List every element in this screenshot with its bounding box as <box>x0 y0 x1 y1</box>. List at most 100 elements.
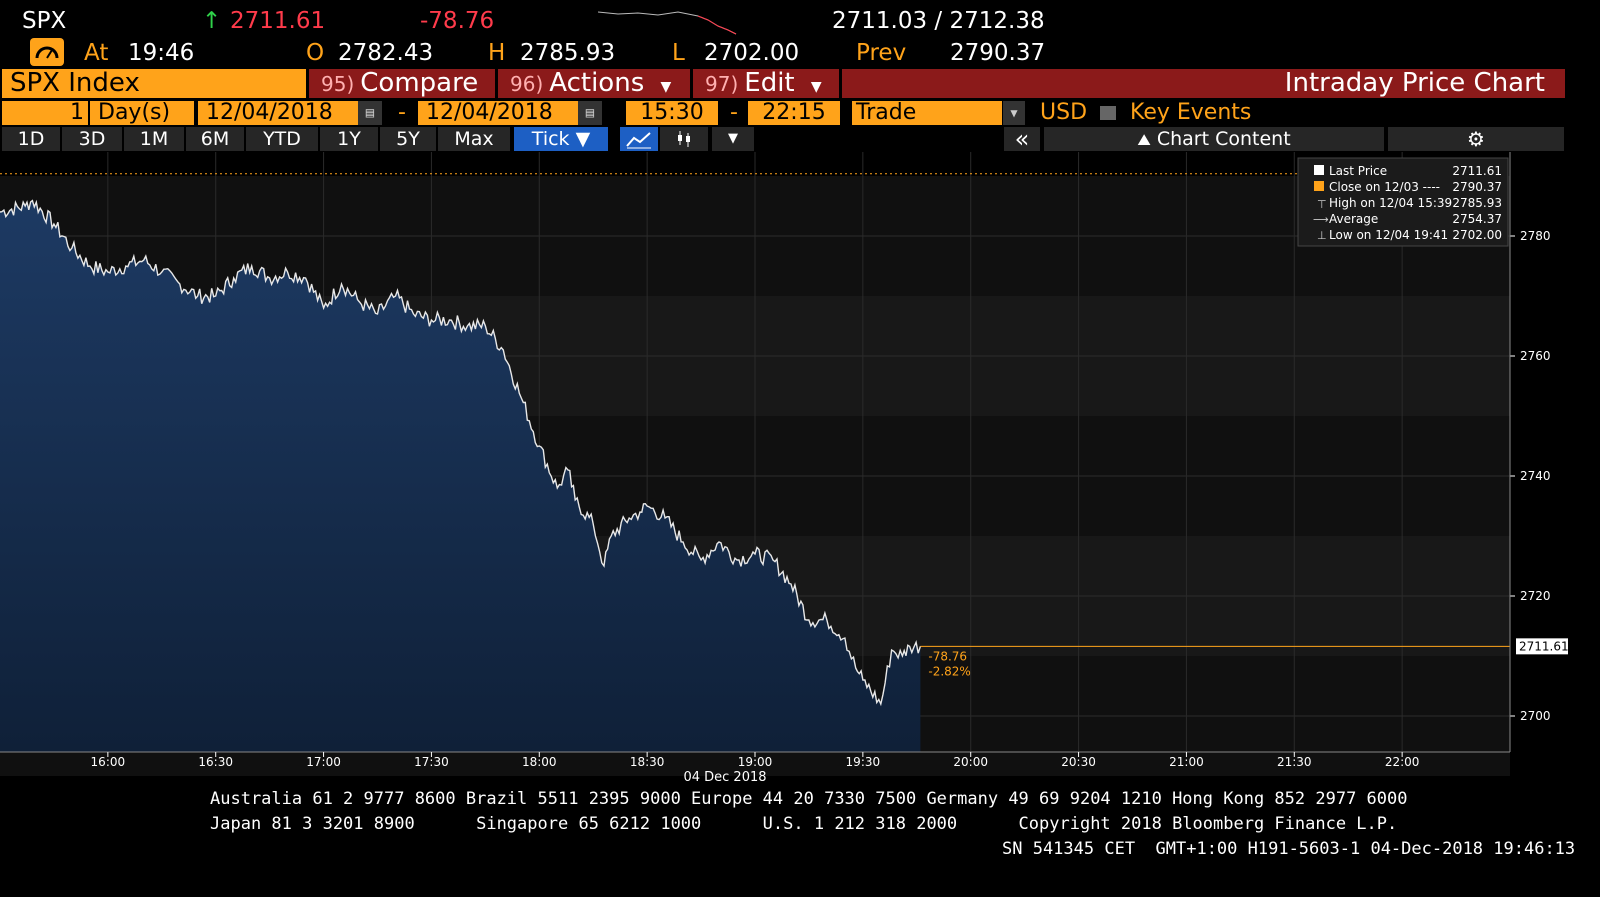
x-tick-label: 21:30 <box>1277 755 1312 769</box>
y-axis: 2700 2720 2740 2760 2780 <box>1509 152 1551 752</box>
low-value: 2702.00 <box>704 40 800 66</box>
legend-label-high: High on 12/04 15:39 <box>1329 196 1452 210</box>
prev-value: 2790.37 <box>950 40 1046 66</box>
key-events-checkbox[interactable] <box>1100 106 1116 120</box>
actions-dropdown-icon: ▼ <box>660 79 672 95</box>
tab-3d[interactable]: 3D <box>62 127 122 151</box>
tab-6m[interactable]: 6M <box>186 127 244 151</box>
key-events-label[interactable]: Key Events <box>1130 100 1252 125</box>
y-tick-label: 2720 <box>1520 589 1551 603</box>
tab-1d[interactable]: 1D <box>2 127 60 151</box>
legend-label-last: Last Price <box>1329 164 1387 178</box>
days-label: Day(s) <box>90 101 194 125</box>
last-price: 2711.61 <box>230 8 326 34</box>
legend-label-average: Average <box>1329 212 1378 226</box>
chart-content-button[interactable]: ⛰ Chart Content <box>1044 127 1384 151</box>
legend-value-high: 2785.93 <box>1452 196 1502 210</box>
chart-type-dropdown-icon[interactable]: ▼ <box>712 127 754 151</box>
high-value: 2785.93 <box>520 40 616 66</box>
legend: ⊤ ⟶ ⊥ Last Price 2711.61 Close on 12/03 … <box>1297 157 1509 247</box>
speedometer-icon[interactable] <box>30 38 64 66</box>
mode-dropdown-icon[interactable]: ▼ <box>1003 101 1025 125</box>
end-time-field[interactable]: 22:15 <box>748 101 840 125</box>
low-label: L <box>672 40 685 66</box>
quote-time: 19:46 <box>128 40 195 66</box>
y-tick-label: 2740 <box>1520 469 1551 483</box>
settings-gear-icon[interactable]: ⚙ <box>1388 127 1564 151</box>
tab-5y[interactable]: 5Y <box>380 127 436 151</box>
at-label: At <box>84 40 109 66</box>
chart-content-icon: ⛰ <box>1137 130 1151 149</box>
y-tick-label: 2760 <box>1520 349 1551 363</box>
end-date-field[interactable]: 12/04/2018 <box>418 101 578 125</box>
compare-number: 95) <box>321 72 355 96</box>
legend-high-icon: ⊤ <box>1317 198 1327 211</box>
y-tick-label: 2700 <box>1520 709 1551 723</box>
x-tick-label: 20:30 <box>1061 755 1096 769</box>
actions-button[interactable]: 96) Actions ▼ <box>498 69 690 98</box>
mode-select[interactable]: Trade <box>852 101 1002 125</box>
high-label: H <box>488 40 506 66</box>
legend-value-low: 2702.00 <box>1452 228 1502 242</box>
tick-dropdown[interactable]: Tick ▼ <box>514 127 608 151</box>
x-tick-label: 17:00 <box>306 755 341 769</box>
x-date-label: 04 Dec 2018 <box>683 770 766 784</box>
last-price-tag: 2711.61 <box>1516 638 1568 655</box>
end-calendar-icon[interactable]: ▤ <box>578 101 602 125</box>
actions-label: Actions <box>549 68 645 98</box>
x-tick-label: 18:30 <box>630 755 665 769</box>
legend-value-close: 2790.37 <box>1452 180 1502 194</box>
legend-swatch-close <box>1314 181 1324 191</box>
compare-label: Compare <box>360 68 479 98</box>
x-tick-label: 17:30 <box>414 755 449 769</box>
legend-average-icon: ⟶ <box>1313 213 1329 226</box>
x-tick-label: 19:30 <box>846 755 881 769</box>
sparkline-icon <box>598 11 737 35</box>
x-axis: 16:00 16:30 17:00 17:30 18:00 18:30 19:00 19:30… <box>0 751 1510 769</box>
edit-button[interactable]: 97) Edit ▼ <box>693 69 839 98</box>
up-arrow-icon: ↑ <box>202 8 222 34</box>
start-time-field[interactable]: 15:30 <box>626 101 718 125</box>
legend-low-icon: ⊥ <box>1317 229 1327 242</box>
chart-content-label: Chart Content <box>1156 128 1291 150</box>
start-calendar-icon[interactable]: ▤ <box>358 101 382 125</box>
footer-contacts-2: Japan 81 3 3201 8900 Singapore 65 6212 1… <box>210 814 1398 834</box>
price-line <box>0 199 922 707</box>
edit-number: 97) <box>705 72 739 96</box>
time-range-dash: - <box>730 100 738 125</box>
legend-value-average: 2754.37 <box>1452 212 1502 226</box>
tab-max[interactable]: Max <box>438 127 510 151</box>
tab-1m[interactable]: 1M <box>124 127 184 151</box>
currency-label[interactable]: USD <box>1040 100 1088 125</box>
x-tick-label: 21:00 <box>1169 755 1204 769</box>
pct-annotation: -2.82% <box>928 664 970 678</box>
bid-ask: 2711.03 / 2712.38 <box>832 8 1045 34</box>
open-label: O <box>306 40 325 66</box>
edit-label: Edit <box>744 68 795 98</box>
line-chart-icon[interactable] <box>620 127 658 151</box>
edit-dropdown-icon: ▼ <box>810 79 822 95</box>
footer-session: SN 541345 CET GMT+1:00 H191-5603-1 04-De… <box>1002 839 1576 859</box>
x-tick-label: 16:30 <box>198 755 233 769</box>
legend-label-close: Close on 12/03 ---- <box>1329 180 1440 194</box>
start-date-field[interactable]: 12/04/2018 <box>198 101 358 125</box>
y-tick-label: 2780 <box>1520 229 1551 243</box>
chart-title: Intraday Price Chart <box>842 69 1565 98</box>
legend-label-low: Low on 12/04 19:41 <box>1329 228 1448 242</box>
tab-1y[interactable]: 1Y <box>320 127 378 151</box>
compare-button[interactable]: 95) Compare <box>309 69 495 98</box>
candlestick-icon[interactable] <box>660 127 708 151</box>
footer-contacts-1: Australia 61 2 9777 8600 Brazil 5511 239… <box>210 789 1408 809</box>
open-value: 2782.43 <box>338 40 434 66</box>
legend-value-last: 2711.61 <box>1452 164 1502 178</box>
price-area <box>0 200 921 753</box>
price-chart[interactable]: -78.76 -2.82% 2711.61 270027202740276027… <box>0 152 1568 784</box>
change-annotation: -78.76 <box>928 649 967 663</box>
tab-ytd[interactable]: YTD <box>246 127 318 151</box>
collapse-icon[interactable]: « <box>1004 127 1040 151</box>
prev-label: Prev <box>856 40 907 66</box>
legend-swatch-last <box>1314 165 1324 175</box>
days-field[interactable]: 1 <box>2 101 88 125</box>
x-tick-label: 16:00 <box>91 755 126 769</box>
security-field[interactable]: SPX Index <box>2 69 306 98</box>
